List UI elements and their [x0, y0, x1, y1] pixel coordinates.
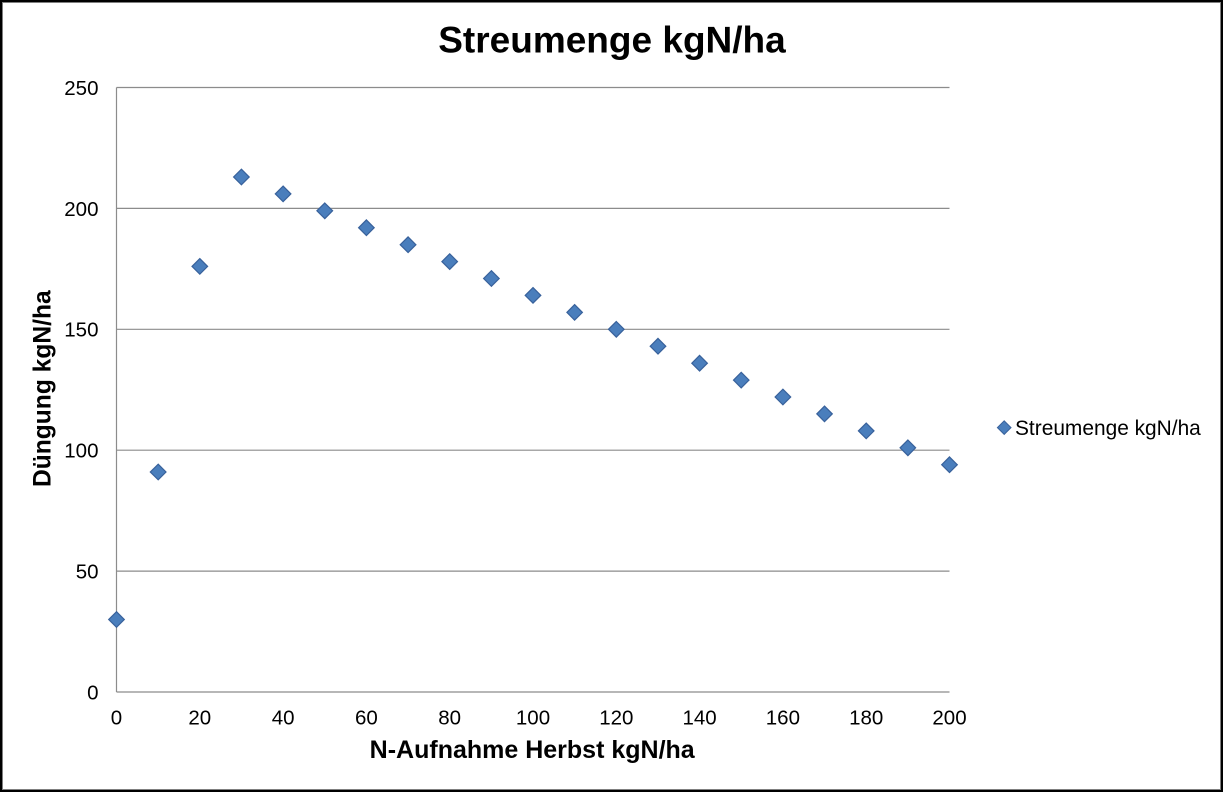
svg-text:80: 80 — [438, 707, 461, 730]
svg-text:250: 250 — [64, 77, 98, 100]
svg-text:0: 0 — [111, 707, 122, 730]
svg-text:Streumenge kgN/ha: Streumenge kgN/ha — [438, 20, 786, 61]
svg-text:200: 200 — [64, 198, 98, 221]
svg-text:100: 100 — [64, 440, 98, 463]
svg-text:160: 160 — [766, 707, 800, 730]
svg-text:20: 20 — [188, 707, 211, 730]
svg-text:40: 40 — [272, 707, 295, 730]
svg-text:120: 120 — [599, 707, 633, 730]
svg-text:150: 150 — [64, 319, 98, 342]
svg-text:50: 50 — [76, 561, 99, 584]
svg-text:N-Aufnahme Herbst kgN/ha: N-Aufnahme Herbst kgN/ha — [370, 736, 696, 764]
svg-text:200: 200 — [932, 707, 966, 730]
svg-text:60: 60 — [355, 707, 378, 730]
svg-text:Düngung kgN/ha: Düngung kgN/ha — [29, 290, 56, 487]
svg-text:140: 140 — [682, 707, 716, 730]
svg-text:180: 180 — [849, 707, 883, 730]
svg-text:Streumenge kgN/ha: Streumenge kgN/ha — [1015, 417, 1201, 440]
svg-text:100: 100 — [516, 707, 550, 730]
svg-text:0: 0 — [87, 681, 98, 704]
